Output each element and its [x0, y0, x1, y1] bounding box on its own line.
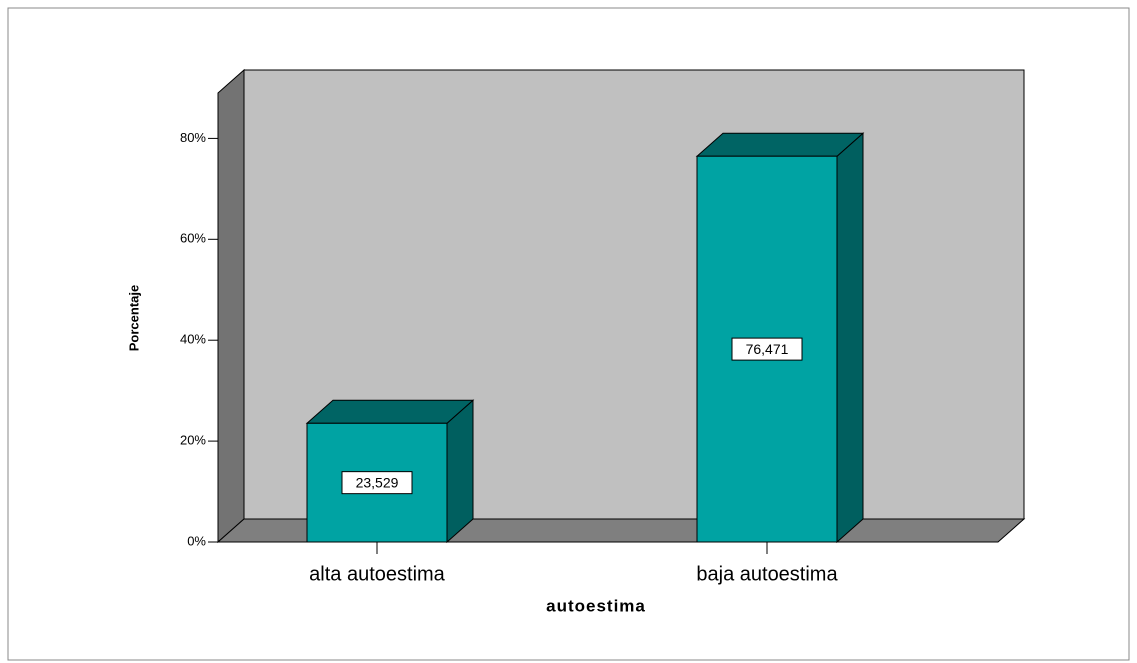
- y-tick-label: 80%: [180, 130, 206, 145]
- y-tick-label: 0%: [187, 533, 206, 548]
- x-axis-label: autoestima: [546, 596, 646, 615]
- bar-side: [836, 132, 864, 544]
- value-label: 23,529: [356, 474, 399, 490]
- value-label-box: [341, 471, 413, 495]
- y-axis-label: Porcentaje: [126, 285, 141, 351]
- bar-top: [305, 399, 475, 424]
- x-tick-label: baja autoestima: [696, 563, 838, 585]
- x-tick-label: alta autoestima: [309, 563, 446, 585]
- bar-side: [446, 399, 474, 544]
- y-tick-label: 20%: [180, 433, 206, 448]
- y-tick-label: 60%: [180, 231, 206, 246]
- bar-top: [695, 132, 865, 157]
- left-wall: [217, 68, 245, 544]
- value-label: 76,471: [746, 341, 789, 357]
- value-label-box: [731, 337, 803, 361]
- plot-area: 0% 20% 40% 60% 80% alta autoestima 23,529 baja …: [180, 68, 1026, 585]
- y-tick-label: 40%: [180, 332, 206, 347]
